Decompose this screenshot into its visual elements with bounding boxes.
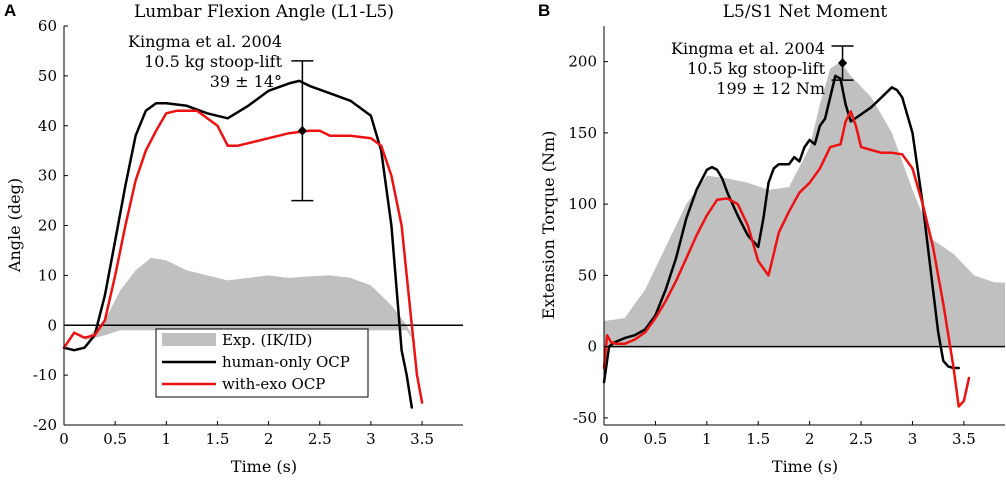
panel-b-xlabel: Time (s) [772, 457, 838, 476]
x-tick-label: 0 [599, 430, 609, 448]
panel-b-series-human-only [602, 74, 960, 384]
panel-a-ref-line-2: 10.5 kg stoop-lift [144, 52, 282, 71]
y-tick-label: 0 [587, 338, 597, 356]
x-tick-label: 1 [702, 430, 712, 448]
y-tick-label: 20 [38, 217, 57, 235]
ref-mean-diamond [838, 58, 848, 69]
panel-b-ref-line-3: 199 ± 12 Nm [716, 79, 825, 98]
panel-a-ylabel: Angle (deg) [5, 178, 24, 273]
x-tick-label: 3 [908, 430, 918, 448]
panel-a-lumbar-flexion: A Lumbar Flexion Angle (L1-L5) 0 0.5 1 1.5 2… [4, 1, 463, 476]
y-tick-label: 200 [568, 53, 597, 71]
legend-label-exo: with-exo OCP [222, 375, 325, 393]
y-tick-label: -10 [33, 366, 57, 384]
panel-a-letter: A [4, 1, 16, 20]
panel-a-series-with-exo [62, 109, 424, 404]
panel-a-xlabel: Time (s) [231, 457, 297, 476]
panel-b-ref-line-2: 10.5 kg stoop-lift [687, 59, 825, 78]
panel-a-series [62, 79, 424, 409]
x-tick-label: 1.5 [746, 430, 770, 448]
panel-a-axes: 0 0.5 1 1.5 2 2.5 3 3.5 -20 -10 0 10 20 30 40 50 60 [33, 17, 463, 448]
panel-a-reference-label: Kingma et al. 2004 10.5 kg stoop-lift 39… [128, 32, 283, 91]
legend-label-exp: Exp. (IK/ID) [222, 331, 312, 349]
panel-a-band-area [64, 257, 463, 368]
panel-b-ylabel: Extension Torque (Nm) [539, 131, 558, 320]
panel-b-reference-label: Kingma et al. 2004 10.5 kg stoop-lift 19… [671, 39, 826, 98]
x-tick-label: 2 [264, 430, 274, 448]
panel-b-series-with-exo [602, 110, 971, 408]
y-tick-label: 40 [38, 117, 57, 135]
x-tick-label: 2 [805, 430, 815, 448]
panel-a-title: Lumbar Flexion Angle (L1-L5) [134, 2, 394, 22]
panel-b-band-area [604, 61, 1005, 347]
panel-a-ref-line-1: Kingma et al. 2004 [128, 32, 282, 51]
x-tick-label: 3.5 [952, 430, 976, 448]
x-tick-label: 3 [366, 430, 376, 448]
legend-label-human: human-only OCP [222, 353, 350, 371]
y-tick-label: 60 [38, 17, 57, 35]
legend-band-swatch [162, 333, 216, 346]
panel-b-letter: B [538, 1, 550, 20]
x-tick-label: 1 [162, 430, 172, 448]
x-tick-label: 2.5 [849, 430, 873, 448]
panel-b-kingma-reference [831, 45, 854, 81]
ref-mean-diamond [297, 125, 307, 136]
panel-a-exp-band [64, 257, 463, 368]
panel-a-legend: Exp. (IK/ID) human-only OCP with-exo OCP [155, 328, 369, 398]
y-tick-label: 50 [38, 67, 57, 85]
panel-b-title: L5/S1 Net Moment [723, 2, 888, 22]
y-tick-label: 100 [568, 195, 597, 213]
panel-b-exp-band [604, 61, 1005, 347]
y-tick-label: 50 [578, 266, 597, 284]
panel-b-ref-line-1: Kingma et al. 2004 [671, 39, 825, 58]
panel-a-series-human-only [62, 79, 414, 409]
x-tick-label: 2.5 [308, 430, 332, 448]
panel-b-series [602, 74, 971, 408]
x-tick-label: 0.5 [103, 430, 127, 448]
x-tick-label: 3.5 [410, 430, 434, 448]
y-tick-label: 10 [38, 266, 57, 284]
panel-a-ref-line-3: 39 ± 14° [210, 72, 282, 91]
y-tick-label: -50 [573, 409, 597, 427]
y-tick-label: -20 [33, 416, 57, 434]
panel-a-kingma-reference [291, 60, 314, 202]
x-tick-label: 0.5 [643, 430, 667, 448]
panel-b-l5s1-moment: B L5/S1 Net Moment 0 0.5 1 1.5 2 2.5 3 3.5-5005… [538, 1, 1005, 476]
y-tick-label: 150 [568, 124, 597, 142]
y-tick-label: 30 [38, 167, 57, 185]
x-tick-label: 1.5 [206, 430, 230, 448]
x-tick-label: 0 [59, 430, 69, 448]
y-tick-label: 0 [47, 316, 57, 334]
